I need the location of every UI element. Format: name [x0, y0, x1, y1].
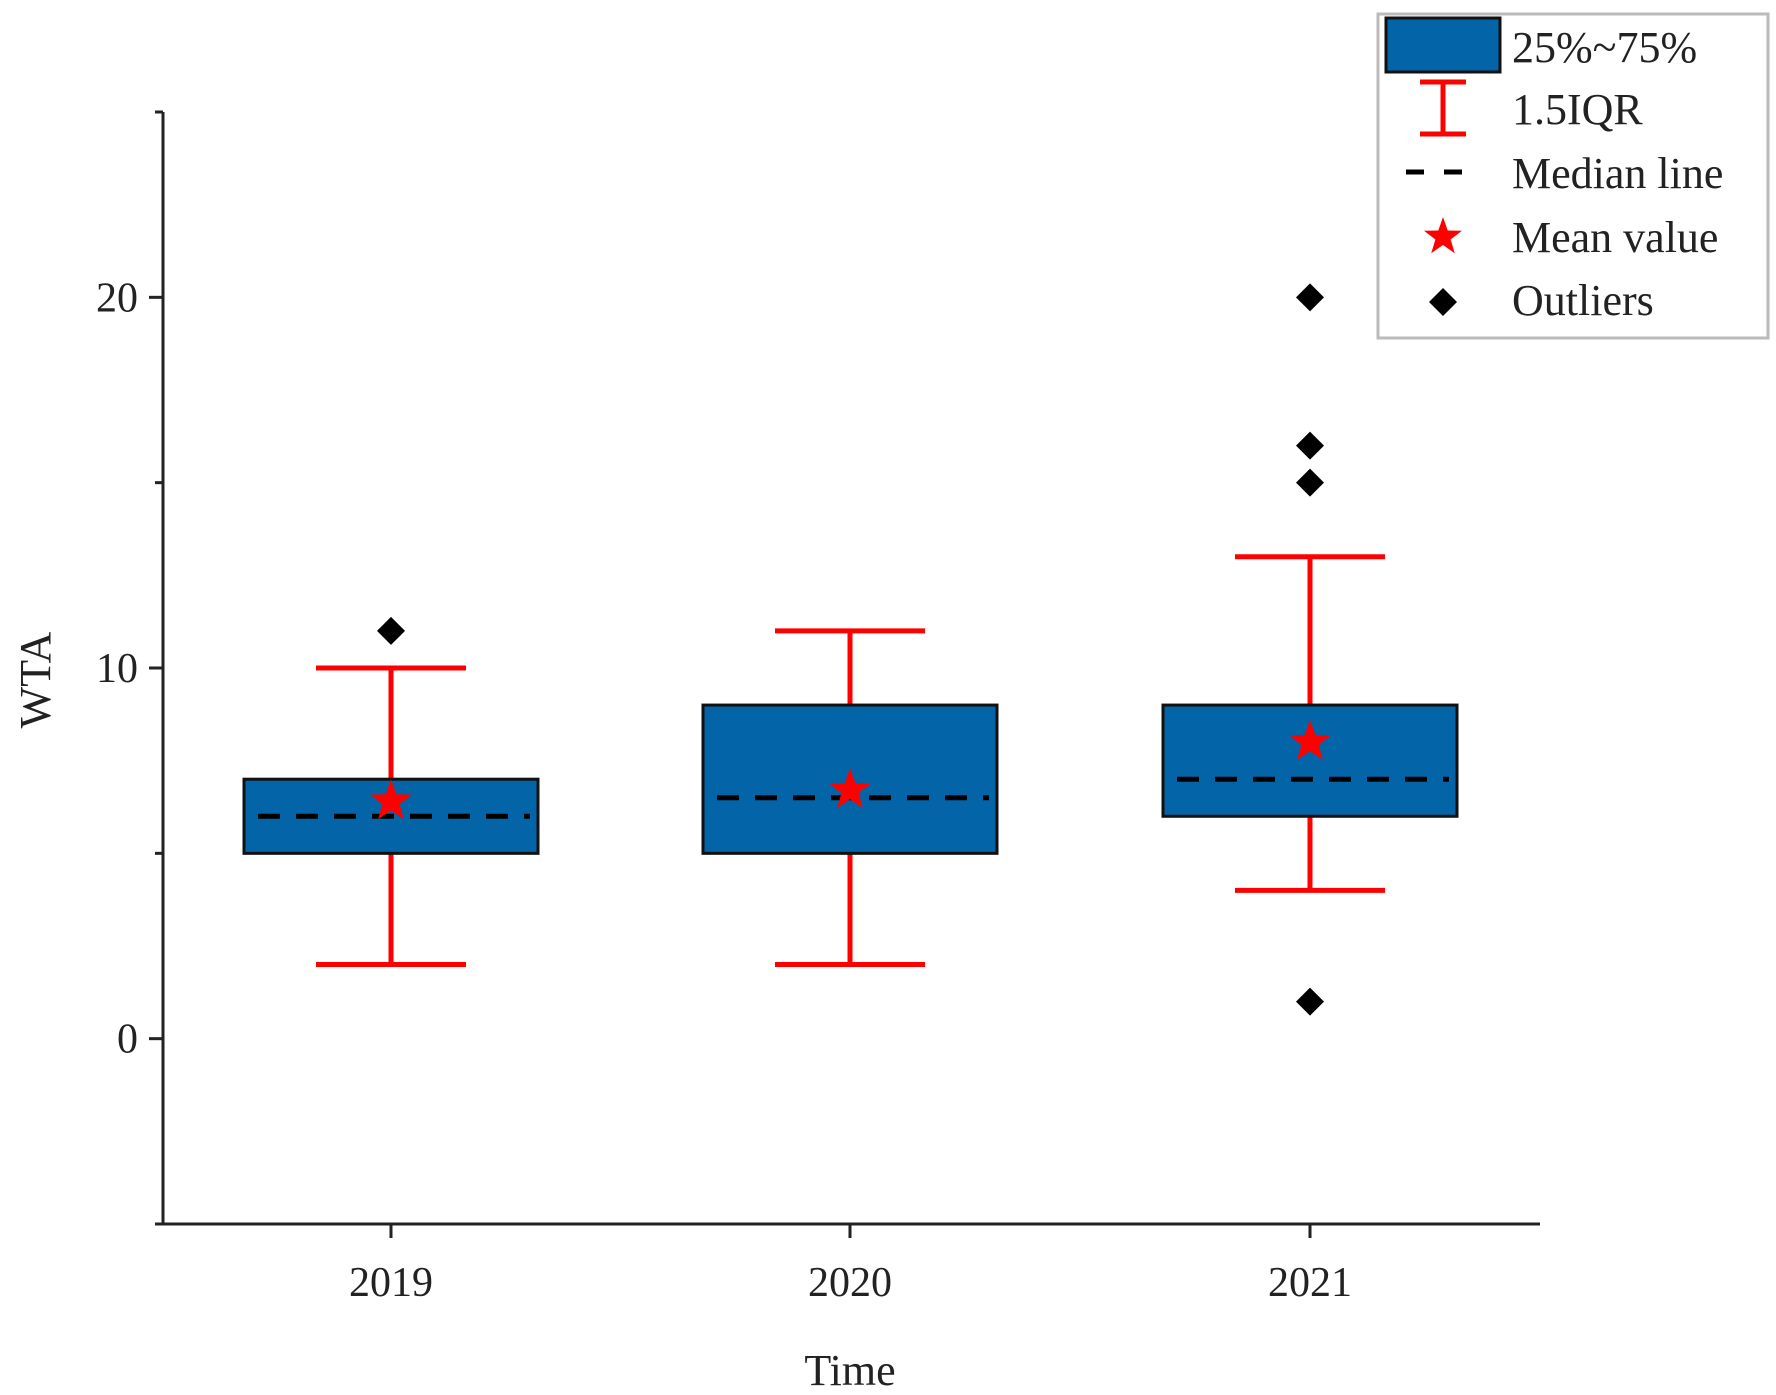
y-tick-label: 20: [96, 275, 138, 321]
legend-label-whisker: 1.5IQR: [1512, 85, 1643, 134]
y-axis-title: WTA: [11, 631, 60, 728]
legend-label-median: Median line: [1512, 149, 1723, 198]
plot-area: 0 10 20 2019 2020 2021: [96, 110, 1540, 1306]
legend-label-mean: Mean value: [1512, 213, 1718, 262]
outlier-point: [1296, 431, 1324, 460]
outlier-point: [1296, 987, 1324, 1016]
legend-whisker-swatch: [1420, 79, 1466, 137]
legend-label-outlier: Outliers: [1512, 276, 1654, 325]
x-tick-label: 2021: [1268, 1260, 1352, 1306]
mean-marker: [370, 779, 412, 820]
outlier-point: [1296, 283, 1324, 312]
box-group-2021: [1161, 283, 1459, 1016]
box-group-2020: [701, 628, 999, 968]
legend-box-swatch: [1384, 16, 1502, 74]
x-tick-label: 2019: [349, 1260, 433, 1306]
x-tick-label: 2020: [808, 1260, 892, 1306]
outlier-point: [377, 616, 405, 645]
legend-outlier-swatch: [1429, 288, 1457, 316]
x-axis-title: Time: [804, 1346, 895, 1395]
legend-label-box: 25%~75%: [1512, 23, 1697, 72]
box-group-2019: [242, 616, 540, 968]
mean-marker: [1289, 720, 1331, 760]
legend-mean-swatch: [1424, 217, 1462, 254]
mean-marker: [829, 768, 871, 809]
y-tick-label: 10: [96, 646, 138, 692]
outlier-point: [1296, 468, 1324, 497]
legend: 25%~75% 1.5IQR Median line Mean value Outlie…: [1376, 12, 1770, 340]
iqr-box: [1161, 703, 1459, 818]
y-tick-label: 0: [117, 1017, 138, 1063]
